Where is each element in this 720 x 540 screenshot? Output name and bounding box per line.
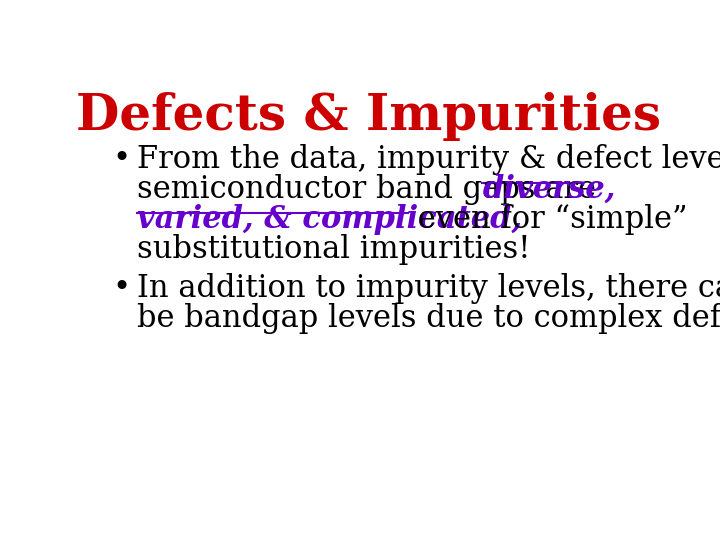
Text: •: • xyxy=(112,273,130,303)
Text: even for “simple”: even for “simple” xyxy=(408,204,688,235)
Text: substitutional impurities!: substitutional impurities! xyxy=(138,234,531,265)
Text: varied, & complicated,: varied, & complicated, xyxy=(138,204,523,235)
Text: •: • xyxy=(112,144,130,175)
Text: Defects & Impurities: Defects & Impurities xyxy=(76,92,662,141)
Text: In addition to impurity levels, there can also: In addition to impurity levels, there ca… xyxy=(138,273,720,303)
Text: diverse,: diverse, xyxy=(482,174,616,205)
Text: From the data, impurity & defect levels in: From the data, impurity & defect levels … xyxy=(138,144,720,175)
Text: semiconductor band gaps are: semiconductor band gaps are xyxy=(138,174,606,205)
Text: be bandgap levels due to complex defects.: be bandgap levels due to complex defects… xyxy=(138,302,720,334)
